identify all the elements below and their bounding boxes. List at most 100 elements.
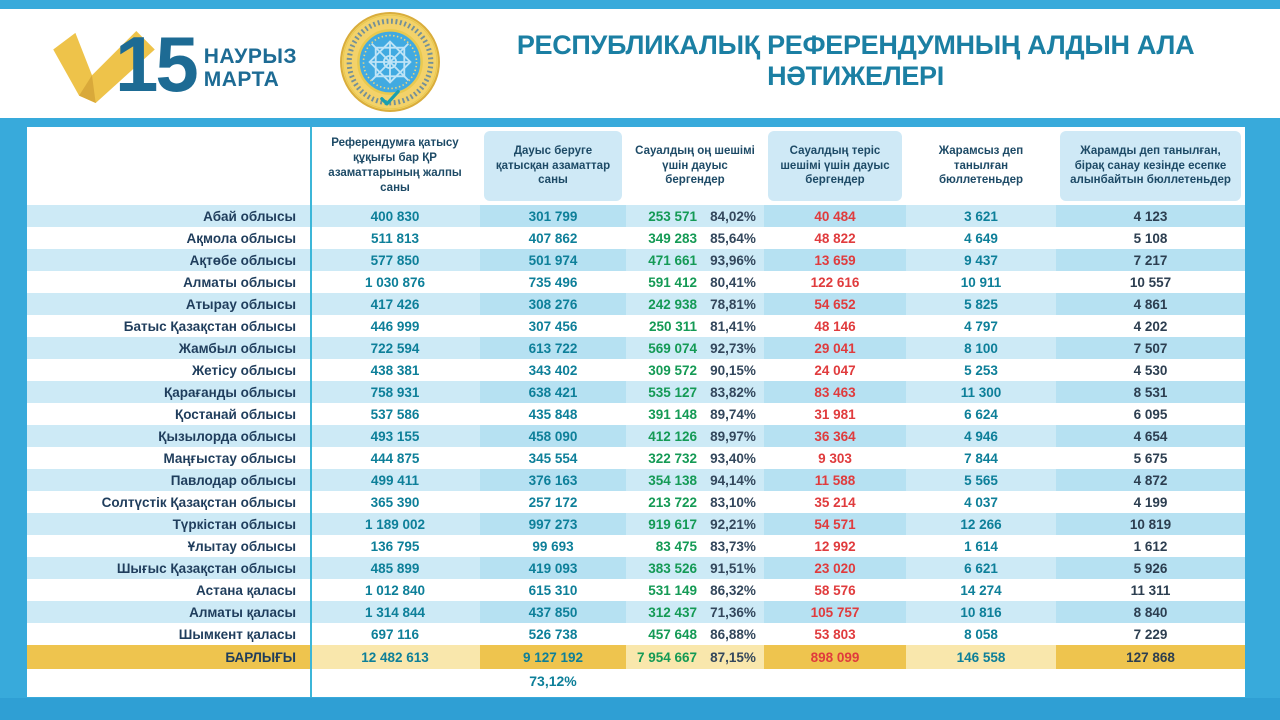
value-cell: 322 732 (648, 450, 697, 466)
table-row: Қарағанды облысы 758 931 638 421 535 127 83,… (27, 381, 1245, 403)
value-cell: 417 426 (370, 296, 420, 312)
value-cell: 23 020 (764, 557, 906, 579)
value-cell: 1 030 876 (364, 274, 426, 290)
value-cell: 12 992 (814, 538, 856, 554)
value-cell: 5 825 (964, 296, 998, 312)
value-cell: 5 926 (1056, 557, 1245, 579)
value-cell: 7 507 (1056, 337, 1245, 359)
value-cell: 84,02% (710, 208, 756, 224)
region-cell: Алматы облысы (183, 274, 296, 290)
region-cell: Алматы қаласы (189, 604, 296, 620)
value-cell: 253 571 (648, 208, 697, 224)
value-cell: 493 155 (370, 428, 420, 444)
value-cell (764, 669, 906, 693)
table-row: Жетісу облысы 438 381 343 402 309 572 90,15%… (27, 359, 1245, 381)
value-cell: 758 931 (370, 384, 420, 400)
value-cell: 343 402 (528, 362, 578, 378)
region-cell: Қостанай облысы (174, 406, 296, 422)
value-cell: 365 390 (370, 494, 420, 510)
region-cell: Павлодар облысы (170, 472, 296, 488)
value-cell: 485 899 (370, 560, 420, 576)
value-cell: 345 554 (528, 450, 578, 466)
region-cell: Жетісу облысы (191, 362, 296, 378)
value-cell (626, 669, 702, 693)
value-cell: 501 974 (480, 249, 626, 271)
header-invalid-ballots: Жарамсыз деп танылған бюллетеньдер (938, 144, 1024, 187)
value-cell: 537 586 (370, 406, 420, 422)
value-cell: 10 816 (960, 604, 1002, 620)
table-row: Батыс Қазақстан облысы 446 999 307 456 250 … (27, 315, 1245, 337)
value-cell: 53 803 (814, 626, 856, 642)
region-cell: Қарағанды облысы (163, 384, 296, 400)
value-cell: 11 588 (764, 469, 906, 491)
value-cell: 7 229 (1133, 626, 1168, 642)
value-cell (702, 669, 764, 693)
value-cell: 94,14% (710, 472, 756, 488)
table-turnout-row: 73,12% (27, 669, 1245, 693)
value-cell: 10 557 (1129, 274, 1172, 290)
value-cell: 12 482 613 (361, 649, 429, 665)
value-cell: 127 868 (1056, 645, 1245, 669)
value-cell: 638 421 (480, 381, 626, 403)
value-cell: 83 463 (764, 381, 906, 403)
value-cell: 898 099 (764, 645, 906, 669)
value-cell: 29 041 (764, 337, 906, 359)
value-cell: 105 757 (764, 601, 906, 623)
region-cell: Шымкент қаласы (178, 626, 296, 642)
region-cell: Маңғыстау облысы (163, 450, 296, 466)
results-table-panel: Референдумға қатысу құқығы бар ҚР азамат… (27, 127, 1245, 697)
region-cell: Ұлытау облысы (187, 538, 296, 554)
value-cell: 301 799 (480, 205, 626, 227)
header-band: 15 НАУРЫЗ МАРТА РЕСПУБЛИКАЛЫҚ РЕФЕРЕНДУМ… (0, 9, 1280, 118)
value-cell (906, 669, 1056, 693)
value-cell: 6 624 (964, 406, 998, 422)
value-cell: 58 576 (814, 582, 856, 598)
region-cell: Шығыс Қазақстан облысы (116, 560, 296, 576)
value-cell: 4 530 (1133, 362, 1168, 378)
value-cell: 5 565 (964, 472, 998, 488)
value-cell: 14 274 (960, 582, 1002, 598)
table-row: Шығыс Қазақстан облысы 485 899 419 093 383 … (27, 557, 1245, 579)
region-cell: Астана қаласы (196, 582, 296, 598)
value-cell: 24 047 (814, 362, 856, 378)
value-cell: 1 614 (964, 538, 998, 554)
value-cell: 7 844 (964, 450, 998, 466)
value-cell: 591 412 (648, 274, 697, 290)
value-cell: 438 381 (370, 362, 420, 378)
value-cell: 5 675 (1133, 450, 1168, 466)
header-region-empty (27, 127, 310, 205)
value-cell: 1 189 002 (364, 516, 426, 532)
table-row: Ақмола облысы 511 813 407 862 349 283 85,64%… (27, 227, 1245, 249)
value-cell: 93,96% (710, 252, 756, 268)
table-row: Абай облысы 400 830 301 799 253 571 84,02% 40… (27, 205, 1245, 227)
value-cell: 6 621 (964, 560, 998, 576)
value-cell: 4 123 (1056, 205, 1245, 227)
value-cell: 9 303 (818, 450, 852, 466)
value-cell: 309 572 (648, 362, 697, 378)
value-cell: 83,82% (710, 384, 756, 400)
header-yes-votes: Сауалдың оң шешімі үшін дауыс бергендер (635, 144, 755, 187)
value-cell: 577 850 (370, 252, 420, 268)
value-cell: 36 364 (764, 425, 906, 447)
table-row: Шымкент қаласы 697 116 526 738 457 648 86,88… (27, 623, 1245, 645)
value-cell: 48 146 (814, 318, 856, 334)
region-cell: Ақмола облысы (186, 230, 296, 246)
value-cell: 10 911 (960, 274, 1002, 290)
value-cell: 383 526 (648, 560, 697, 576)
page-title: РЕСПУБЛИКАЛЫҚ РЕФЕРЕНДУМНЫҢ АЛДЫН АЛА НӘ… (516, 29, 1195, 91)
table-row: Атырау облысы 417 426 308 276 242 938 78,81%… (27, 293, 1245, 315)
value-cell: 250 311 (648, 318, 697, 334)
value-cell: 569 074 (648, 340, 697, 356)
march-15-logo: 15 НАУРЫЗ МАРТА (45, 25, 297, 103)
header-valid-uncounted-ballots: Жарамды деп танылған, бірақ санау кезінд… (1056, 127, 1245, 205)
value-cell (310, 669, 480, 693)
region-cell: Абай облысы (203, 208, 296, 224)
value-cell: 90,15% (710, 362, 756, 378)
value-cell: 91,51% (710, 560, 756, 576)
value-cell: 312 437 (648, 604, 697, 620)
value-cell: 86,32% (710, 582, 756, 598)
value-cell: 78,81% (710, 296, 756, 312)
value-cell: 11 311 (1130, 582, 1171, 598)
value-cell: 435 848 (528, 406, 578, 422)
value-cell (1056, 669, 1245, 693)
